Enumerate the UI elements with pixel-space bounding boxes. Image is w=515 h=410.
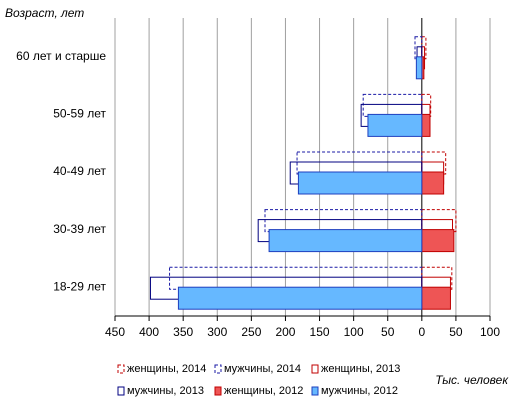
x-tick-label: 400 (139, 325, 159, 339)
bar (421, 266, 453, 290)
legend-marker (214, 364, 222, 374)
legend-label: женщины, 2014 (127, 363, 206, 375)
legend-marker (117, 364, 125, 374)
bar (169, 266, 423, 290)
bar (421, 113, 431, 137)
y-axis-label: Возраст, лет (5, 6, 84, 20)
legend-label: мужчины, 2012 (321, 385, 398, 397)
x-tick-label: 450 (105, 325, 125, 339)
x-tick-label: 50 (381, 325, 395, 339)
bar (296, 151, 423, 175)
y-tick-label: 40-49 лет (53, 164, 106, 178)
legend-marker (311, 364, 319, 374)
bar (421, 171, 445, 195)
bar (362, 93, 423, 117)
x-tick-label: 50 (449, 325, 463, 339)
x-tick-label: 0 (418, 325, 425, 339)
legend-label: мужчины, 2014 (224, 363, 301, 375)
bar (421, 229, 455, 253)
bar (264, 209, 423, 233)
x-axis-label: Тыс. человек (435, 373, 509, 387)
legend-label: женщины, 2013 (321, 363, 400, 375)
legend-label: женщины, 2012 (224, 385, 303, 397)
legend-marker (214, 386, 222, 396)
y-tick-label: 50-59 лет (53, 107, 106, 121)
x-tick-label: 100 (344, 325, 364, 339)
y-tick-label: 30-39 лет (53, 222, 106, 236)
bar (415, 56, 423, 80)
bar (177, 286, 423, 310)
x-tick-label: 150 (310, 325, 330, 339)
bar (421, 36, 427, 60)
bar (367, 113, 423, 137)
x-tick-label: 200 (275, 325, 295, 339)
legend-label: мужчины, 2013 (127, 385, 204, 397)
bar (421, 93, 432, 117)
x-tick-label: 100 (480, 325, 500, 339)
bar (421, 286, 451, 310)
bar (268, 229, 423, 253)
x-tick-label: 300 (207, 325, 227, 339)
legend-marker (311, 386, 319, 396)
x-tick-label: 350 (173, 325, 193, 339)
bar (297, 171, 423, 195)
bar (421, 151, 447, 175)
bar (421, 209, 457, 233)
y-tick-label: 18-29 лет (53, 279, 106, 293)
bar (414, 36, 423, 60)
x-tick-label: 250 (241, 325, 261, 339)
legend-marker (117, 386, 125, 396)
y-tick-label: 60 лет и старше (16, 49, 106, 63)
